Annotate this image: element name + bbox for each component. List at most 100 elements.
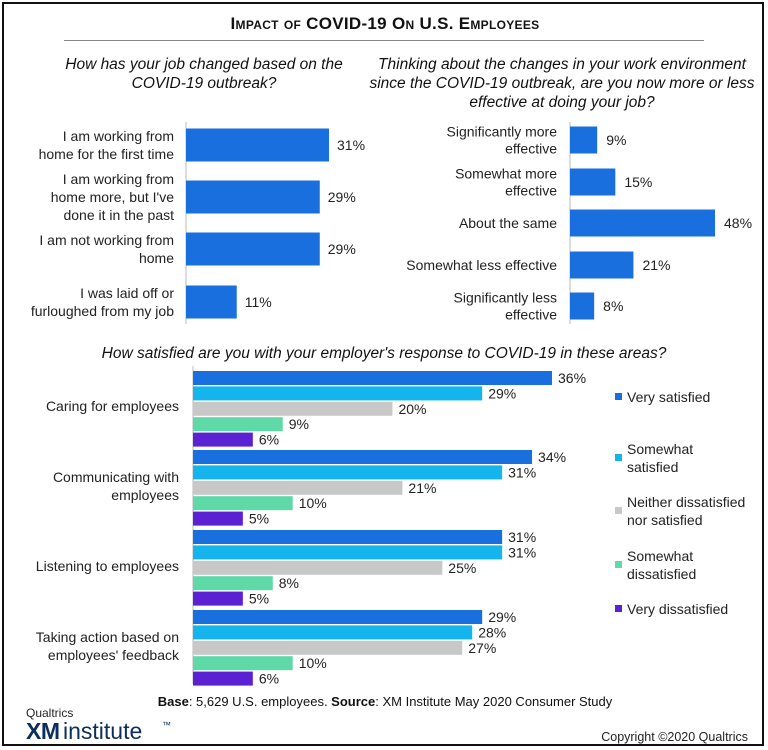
job-change-category-label: I am working from home for the first time — [39, 128, 175, 162]
satisfaction-category-label-line: employees — [111, 487, 179, 503]
satisfaction-bar — [193, 511, 243, 526]
satisfaction-bar — [193, 591, 243, 606]
satisfaction-value-label: 31% — [508, 464, 536, 480]
satisfaction-value-label: 34% — [538, 449, 566, 465]
satisfaction-bar — [193, 496, 293, 511]
job-change-category-label-line: I am not working from — [39, 232, 174, 248]
satisfaction-value-label: 28% — [478, 624, 506, 640]
effectiveness-value-label: 48% — [724, 215, 752, 231]
effectiveness-category-label-line: Significantly less — [454, 289, 558, 305]
job-change-bar — [186, 232, 320, 266]
source-text: : XM Institute May 2020 Consumer Study — [375, 694, 613, 709]
satisfaction-value-label: 20% — [398, 401, 426, 417]
satisfaction-category-label-line: employees' feedback — [48, 647, 180, 663]
job-change-category-label-line: I was laid off or — [80, 285, 174, 301]
effectiveness-category-label-line: Significantly more — [447, 123, 558, 139]
effectiveness-category-label: Somewhat less effective — [406, 257, 557, 273]
job-change-bar — [186, 285, 237, 319]
satisfaction-bar — [193, 465, 503, 480]
question-effectiveness: Thinking about the changes in your work … — [369, 56, 755, 111]
satisfaction-category-label: Taking action based on employees' feedbac… — [36, 629, 180, 663]
footer-note: Base: 5,629 U.S. employees. Source: XM I… — [4, 694, 766, 709]
satisfaction-category-label-line: Taking action based on — [36, 629, 179, 645]
job-change-value-label: 29% — [328, 189, 356, 205]
satisfaction-bar — [193, 432, 253, 447]
satisfaction-value-label: 10% — [299, 655, 327, 671]
legend-label-line: Very dissatisfied — [627, 601, 728, 617]
satisfaction-value-label: 29% — [488, 385, 516, 401]
satisfaction-value-label: 5% — [249, 511, 269, 527]
satisfaction-bar — [193, 625, 473, 640]
satisfaction-value-label: 6% — [259, 671, 279, 687]
legend-label: Very dissatisfied — [627, 601, 728, 617]
effectiveness-category-label-line: Somewhat more — [455, 165, 557, 181]
job-change-category-label: I was laid off or furloughed from my job — [31, 285, 175, 319]
legend-label-line: Neither dissatisfied — [627, 494, 745, 510]
logo-institute: institute — [63, 718, 143, 744]
effectiveness-bar — [570, 126, 598, 154]
satisfaction-value-label: 31% — [508, 544, 536, 560]
xm-institute-logo: Qualtrics XM institute ™ — [26, 706, 196, 746]
satisfaction-bar — [193, 656, 293, 671]
logo-xm: XM — [26, 718, 60, 744]
legend-label-line: satisfied — [627, 459, 678, 475]
satisfaction-bar — [193, 610, 483, 624]
satisfaction-bar — [193, 560, 443, 575]
legend-swatch — [615, 507, 622, 514]
effectiveness-value-label: 8% — [603, 298, 623, 314]
satisfaction-category-label: Communicating with employees — [53, 469, 179, 503]
copyright-text: Copyright ©2020 Qualtrics — [601, 730, 748, 744]
legend-swatch — [615, 605, 622, 612]
job-change-category-label-line: home for the first time — [39, 146, 175, 162]
effectiveness-bar — [570, 251, 634, 279]
effectiveness-value-label: 15% — [624, 174, 652, 190]
satisfaction-bar — [193, 480, 403, 495]
satisfaction-bar — [193, 530, 503, 544]
effectiveness-category-label-line: effective — [505, 140, 557, 156]
effectiveness-value-label: 21% — [642, 257, 670, 273]
satisfaction-value-label: 21% — [408, 480, 436, 496]
effectiveness-category-label: About the same — [459, 215, 557, 231]
satisfaction-bar — [193, 371, 552, 385]
legend-label: Very satisfied — [627, 389, 710, 405]
job-change-bar — [186, 180, 320, 214]
question-satisfaction: How satisfied are you with your employer… — [101, 345, 667, 362]
effectiveness-category-label-line: effective — [505, 306, 557, 322]
effectiveness-category-label: Somewhat more effective — [455, 165, 557, 198]
satisfaction-bar — [193, 545, 503, 560]
job-change-category-label-line: furloughed from my job — [31, 303, 174, 319]
job-change-value-label: 31% — [337, 137, 365, 153]
satisfaction-value-label: 6% — [259, 432, 279, 448]
question-job-change: How has your job changed based on the CO… — [65, 56, 343, 92]
job-change-category-label-line: home more, but I've — [51, 189, 175, 205]
satisfaction-value-label: 8% — [279, 575, 299, 591]
legend-swatch — [615, 561, 622, 568]
job-change-chart: 31% I am working from home for the first t… — [31, 122, 365, 324]
job-change-category-label-line: I am working from — [63, 171, 174, 187]
job-change-category-label-line: home — [139, 250, 174, 266]
source-label: Source — [331, 694, 376, 709]
satisfaction-bar — [193, 671, 253, 686]
satisfaction-category-label-line: Listening to employees — [36, 558, 179, 574]
effectiveness-chart: 9%Significantly more effective15%Somewhat… — [406, 122, 752, 324]
satisfaction-value-label: 27% — [468, 640, 496, 656]
job-change-category-label-line: done it in the past — [63, 207, 174, 223]
legend-swatch — [615, 454, 622, 461]
legend-label-line: Somewhat — [627, 548, 693, 564]
legend-label-line: dissatisfied — [627, 566, 696, 582]
legend-label-line: Very satisfied — [627, 389, 710, 405]
effectiveness-value-label: 9% — [606, 132, 626, 148]
satisfaction-bar — [193, 401, 393, 416]
effectiveness-bar — [570, 168, 616, 196]
satisfaction-bar — [193, 640, 463, 655]
job-change-category-label: I am working from home more, but I've done… — [51, 171, 175, 223]
satisfaction-value-label: 25% — [448, 560, 476, 576]
job-change-category-label: I am not working from home — [39, 232, 174, 266]
satisfaction-bar — [193, 417, 283, 432]
satisfaction-bar — [193, 450, 533, 464]
effectiveness-category-label-line: Somewhat less effective — [406, 257, 557, 273]
legend-label: Neither dissatisfied nor satisfied — [627, 494, 745, 528]
satisfaction-category-label-line: Communicating with — [53, 469, 179, 485]
effectiveness-category-label-line: About the same — [459, 215, 557, 231]
